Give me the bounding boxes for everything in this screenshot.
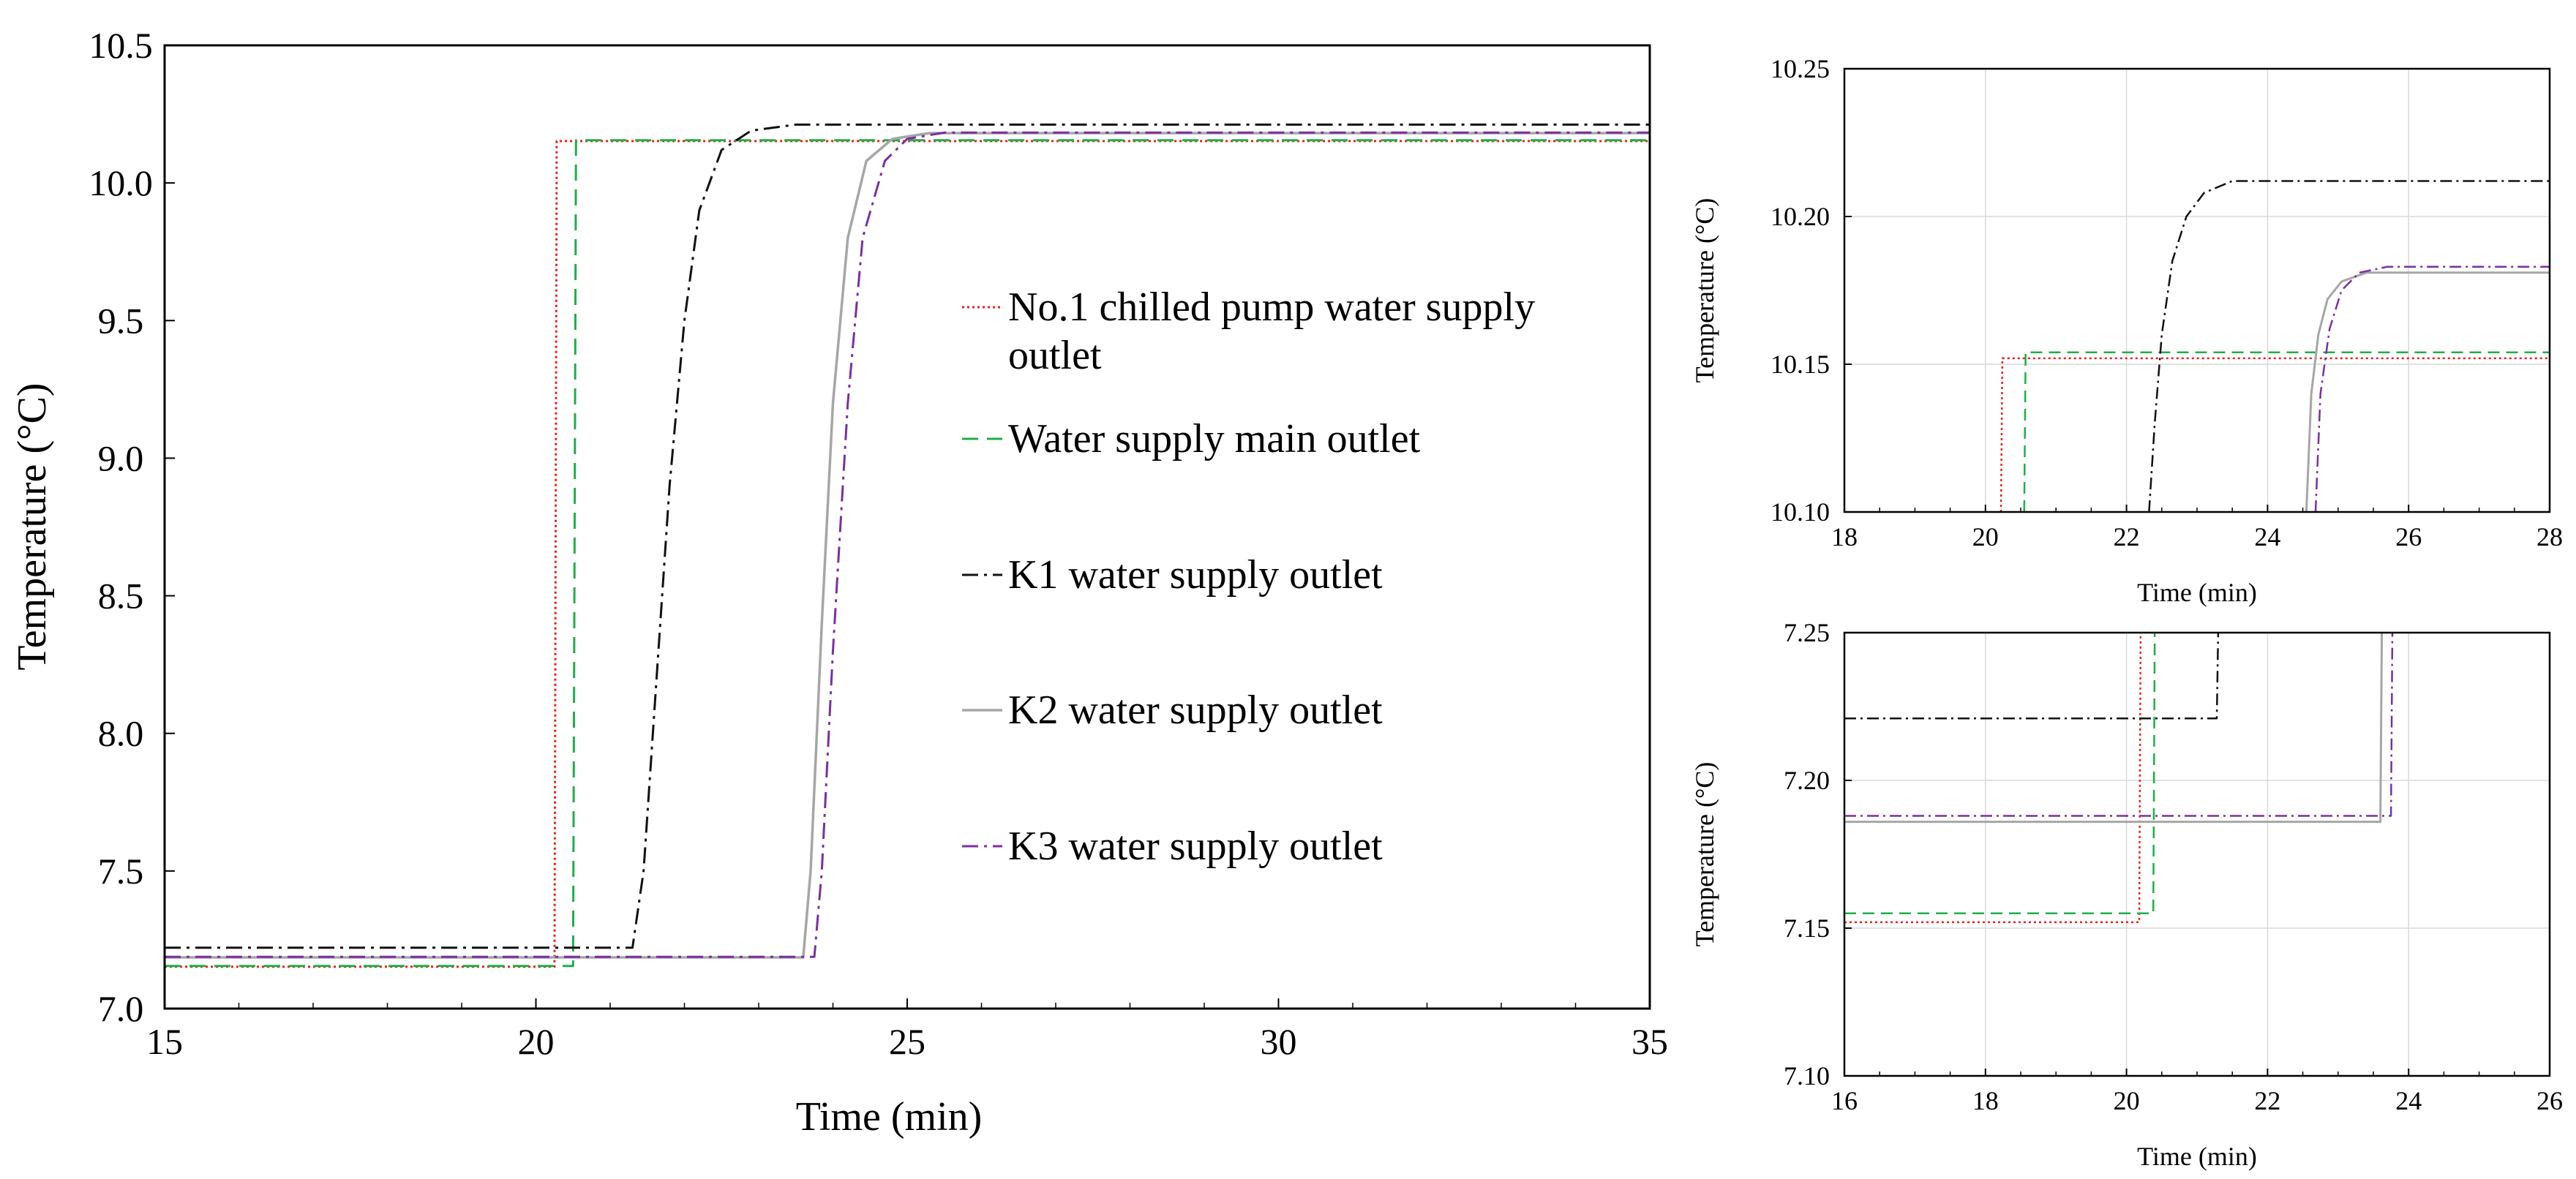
x-tick-label: 16 [1831, 1086, 1858, 1115]
x-tick-label: 26 [2536, 1086, 2563, 1115]
main-x-axis-title: Time (min) [796, 1094, 983, 1140]
zoom-bottom-ticks-layer: 16 18 20 22 24 26 7.10 7.15 7.20 7.25 [1784, 618, 2563, 1115]
y-tick-label: 7.15 [1784, 914, 1830, 943]
zoom-top-ticks-layer: 18 20 22 24 26 28 10.10 10.15 10.20 10.25 [1770, 54, 2563, 551]
y-tick-label: 8.5 [98, 576, 144, 617]
zoom-bottom-chart: 16 18 20 22 24 267.107.157.207.25 Time (min) … [1690, 618, 2563, 1171]
y-tick-label: 7.0 [98, 988, 144, 1029]
y-tick-label: 10.0 [89, 162, 153, 203]
y-tick-label: 10.5 [89, 25, 153, 66]
x-tick-label: 15 [146, 1021, 183, 1062]
x-tick-label: 18 [1831, 522, 1858, 551]
x-tick-label: 20 [518, 1021, 555, 1062]
series-line-main [1844, 633, 2156, 915]
y-tick-label: 10.15 [1770, 350, 1830, 379]
x-tick-label: 20 [2114, 1086, 2140, 1115]
series-line-main [165, 139, 1650, 968]
x-tick-label: 18 [1972, 1086, 1999, 1115]
y-tick-label: 8.0 [98, 713, 144, 754]
zoom-bottom-y-axis-title: Temperature (°C) [1690, 762, 1719, 947]
y-tick-label: 10.20 [1770, 202, 1830, 231]
y-tick-label: 10.10 [1770, 497, 1830, 527]
x-tick-label: 28 [2536, 522, 2563, 551]
y-tick-label: 9.0 [98, 437, 144, 478]
x-tick-label: 22 [2254, 1086, 2280, 1115]
legend-label: K3 water supply outlet [1008, 824, 1383, 869]
zoom-bottom-series-layer [1844, 633, 2394, 924]
y-tick-label: 7.20 [1784, 766, 1830, 795]
zoom-bottom-x-axis-title: Time (min) [2137, 1142, 2257, 1171]
zoom-top-y-axis-title: Temperature (°C) [1690, 198, 1719, 383]
main-ticks-layer: 15 20 25 30 35 7.0 7.5 8.0 8.5 9.0 9.5 10.0 10.5 [89, 25, 1668, 1062]
main-chart: 15 20 25 30 35 7.0 7.5 8.0 8.5 9.0 9.5 10.0 10.5 Tim… [10, 25, 1668, 1140]
zoom-top-x-axis-title: Time (min) [2137, 578, 2257, 607]
series-line-k1 [165, 123, 1650, 949]
x-tick-label: 35 [1631, 1021, 1668, 1062]
zoom-bottom-grid [1844, 633, 2550, 1076]
series-line-k2 [1844, 633, 2384, 824]
legend-label: K1 water supply outlet [1008, 552, 1383, 598]
y-tick-label: 9.5 [98, 300, 144, 341]
y-tick-label: 7.10 [1784, 1061, 1830, 1091]
main-series-layer [165, 123, 1650, 968]
series-line-no1 [1999, 357, 2550, 512]
x-tick-label: 26 [2395, 522, 2422, 551]
y-tick-label: 10.25 [1770, 54, 1830, 83]
series-line-k1 [2148, 180, 2550, 512]
zoom-top-chart: 18 20 22 24 26 28 10.10 10.15 10.20 10.25 Time (m… [1690, 54, 2563, 607]
x-tick-label: 24 [2395, 1086, 2422, 1115]
x-tick-label: 24 [2254, 522, 2280, 551]
legend-label: K2 water supply outlet [1008, 688, 1383, 733]
x-tick-label: 25 [889, 1021, 925, 1062]
legend-label: outlet [1008, 333, 1102, 378]
y-tick-label: 7.5 [98, 851, 144, 892]
x-tick-label: 22 [2114, 522, 2140, 551]
series-line-k2 [165, 132, 1650, 959]
series-line-k2 [2305, 271, 2550, 512]
series-line-k3 [1844, 633, 2394, 817]
series-line-no1 [1844, 633, 2142, 924]
x-tick-label: 30 [1261, 1021, 1297, 1062]
zoom-top-grid [1844, 69, 2550, 512]
series-line-k1 [1844, 633, 2220, 720]
x-tick-label: 20 [1972, 522, 1999, 551]
series-line-no1 [165, 140, 1650, 968]
main-y-axis-title: Temperature (°C) [10, 383, 55, 670]
legend-label: Water supply main outlet [1008, 416, 1421, 462]
legend-label: No.1 chilled pump water supply [1008, 285, 1535, 330]
series-line-k3 [2314, 265, 2550, 512]
y-tick-label: 7.25 [1784, 618, 1830, 647]
zoom-top-series-layer [1999, 180, 2550, 512]
